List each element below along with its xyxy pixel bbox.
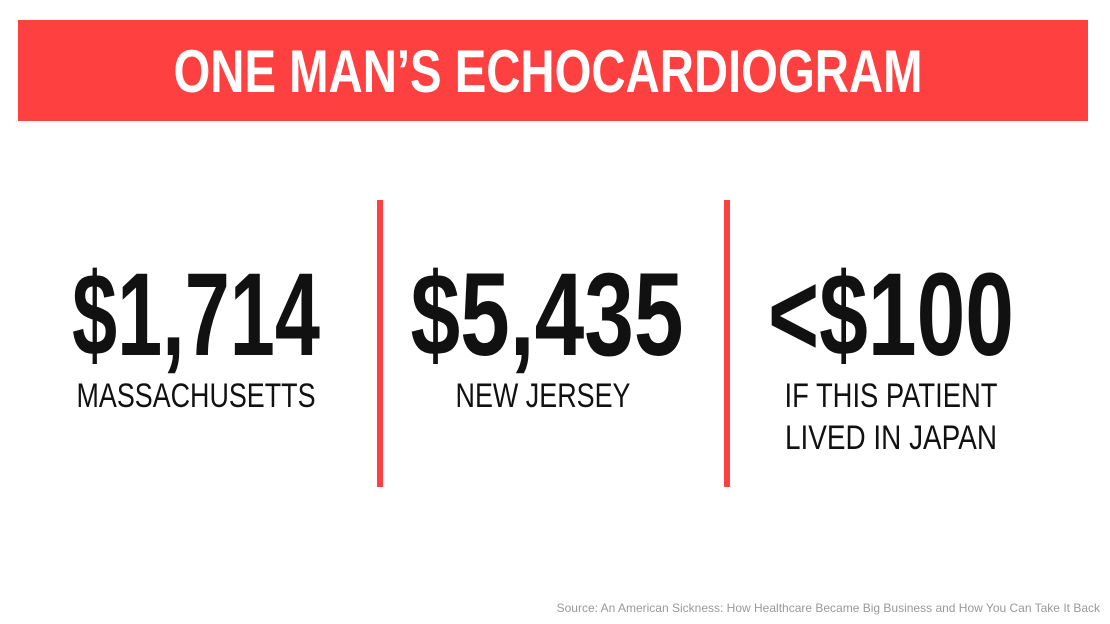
stat-value: $5,435 <box>411 249 684 381</box>
stat-value: <$100 <box>768 249 1014 381</box>
divider <box>724 200 730 487</box>
stat-label: MASSACHUSETTS <box>77 377 316 415</box>
stat-label: IF THIS PATIENT <box>785 377 998 415</box>
title: ONE MAN’S ECHOCARDIOGRAM <box>174 38 923 105</box>
title-banner <box>18 20 1088 121</box>
stat-value: $1,714 <box>72 249 320 381</box>
stat-label: NEW JERSEY <box>456 377 631 415</box>
divider <box>377 200 383 487</box>
stat-label: LIVED IN JAPAN <box>785 419 997 457</box>
source: Source: An American Sickness: How Health… <box>557 601 1101 615</box>
